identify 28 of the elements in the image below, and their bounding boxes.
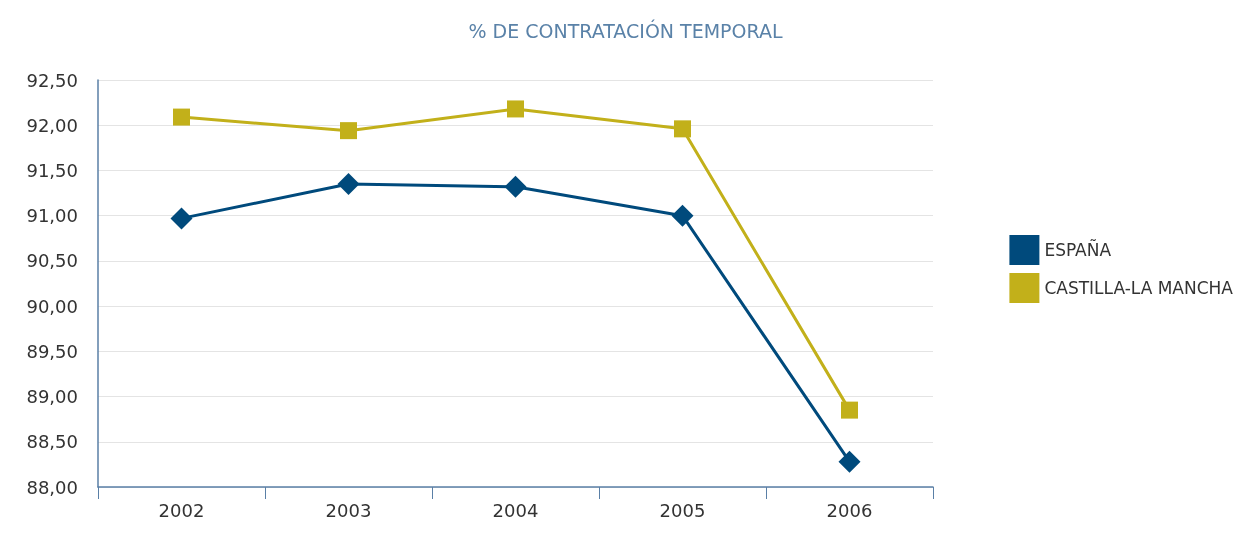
y-tick-label: 90,50	[26, 250, 78, 272]
y-tick-label: 89,00	[26, 386, 78, 408]
x-tick-label: 2006	[826, 499, 873, 521]
point	[340, 122, 357, 140]
y-tick-label: 91,50	[26, 159, 78, 181]
y-tick-label: 88,00	[26, 476, 78, 498]
y-tick-label: 89,50	[26, 340, 78, 362]
y-tick-label: 90,00	[26, 295, 78, 317]
legend-label: CASTILLA-LA MANCHA	[1044, 278, 1234, 298]
point	[173, 108, 190, 126]
x-tick-label: 2005	[659, 499, 706, 521]
point	[674, 120, 691, 138]
point	[838, 450, 861, 473]
x-tick-label: 2002	[158, 499, 205, 521]
point	[507, 100, 524, 118]
point	[671, 204, 694, 227]
x-tick-label: 2004	[492, 499, 539, 521]
y-tick-label: 91,00	[26, 205, 78, 227]
y-tick-label: 92,00	[26, 114, 78, 136]
legend-label: ESPAÑA	[1044, 239, 1112, 260]
chart-title: % DE CONTRATACIÓN TEMPORAL	[468, 18, 783, 42]
x-tick-label: 2003	[325, 499, 372, 521]
point	[337, 173, 360, 196]
y-tick-label: 88,50	[26, 431, 78, 453]
point	[504, 175, 527, 198]
point	[170, 207, 193, 230]
point	[841, 401, 858, 419]
y-tick-label: 92,50	[26, 69, 78, 91]
